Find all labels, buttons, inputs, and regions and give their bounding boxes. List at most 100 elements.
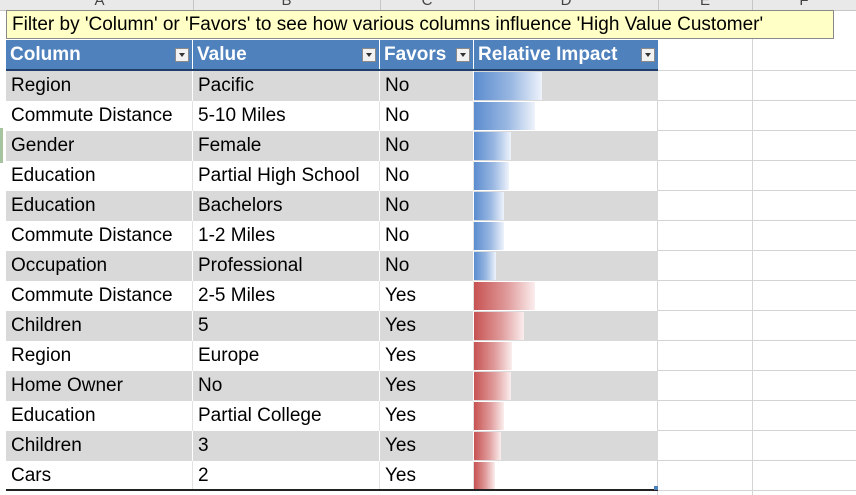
cell-column[interactable]: Gender [6,131,193,161]
gridline [657,460,856,461]
cell-value[interactable]: Female [193,131,380,161]
cell-favors[interactable]: Yes [380,461,474,491]
cell-impact[interactable] [474,431,658,461]
cell-value[interactable]: 5 [193,311,380,341]
cell-column[interactable]: Cars [6,461,193,491]
table-row[interactable]: Education Bachelors No [6,191,658,221]
cell-column[interactable]: Children [6,311,193,341]
impact-bar [474,282,535,310]
cell-value[interactable]: Professional [193,251,380,281]
cell-value[interactable]: No [193,371,380,401]
gridline [657,490,856,491]
cell-value[interactable]: 5-10 Miles [193,101,380,131]
impact-bar [474,252,496,280]
cell-column[interactable]: Home Owner [6,371,193,401]
cell-value[interactable]: 3 [193,431,380,461]
column-header-a[interactable]: A [6,0,194,10]
cell-favors[interactable]: No [380,221,474,251]
column-header-d[interactable]: D [474,0,659,10]
impact-bar [474,372,511,400]
table-row[interactable]: Home Owner No Yes [6,371,658,401]
cell-column[interactable]: Region [6,341,193,371]
cell-favors[interactable]: Yes [380,341,474,371]
cell-value[interactable]: 1-2 Miles [193,221,380,251]
cell-favors[interactable]: No [380,71,474,101]
table-row[interactable]: Children 5 Yes [6,311,658,341]
table-body: Region Pacific No Commute Distance 5-10 Mile… [6,71,658,491]
cell-favors[interactable]: No [380,191,474,221]
gridline [657,370,856,371]
column-header-c[interactable]: C [380,0,475,10]
column-header-b[interactable]: B [193,0,381,10]
table-row[interactable]: Occupation Professional No [6,251,658,281]
cell-favors[interactable]: Yes [380,401,474,431]
cell-value[interactable]: Europe [193,341,380,371]
cell-column[interactable]: Commute Distance [6,101,193,131]
table-bottom-border [6,489,658,491]
cell-favors[interactable]: No [380,161,474,191]
cell-favors[interactable]: No [380,101,474,131]
cell-impact[interactable] [474,251,658,281]
table-row[interactable]: Education Partial High School No [6,161,658,191]
impact-bar [474,342,512,370]
column-header-e[interactable]: E [658,0,753,10]
cell-value[interactable]: Partial High School [193,161,380,191]
dropdown-arrow-icon[interactable] [362,48,376,62]
table-row[interactable]: Commute Distance 1-2 Miles No [6,221,658,251]
cell-value[interactable]: 2 [193,461,380,491]
header-column: Column [6,40,193,69]
influence-table: Column Value Favors Relative Impact Regi… [6,40,658,491]
cell-favors[interactable]: Yes [380,281,474,311]
dropdown-arrow-icon[interactable] [641,48,655,62]
row-marker [0,128,3,163]
gridline [657,70,856,71]
table-row[interactable]: Education Partial College Yes [6,401,658,431]
cell-favors[interactable]: Yes [380,431,474,461]
cell-favors[interactable]: Yes [380,311,474,341]
impact-bar [474,102,535,130]
header-value: Value [193,40,380,69]
cell-impact[interactable] [474,461,658,491]
cell-value[interactable]: Bachelors [193,191,380,221]
dropdown-arrow-icon[interactable] [175,48,189,62]
cell-column[interactable]: Commute Distance [6,281,193,311]
cell-value[interactable]: Pacific [193,71,380,101]
gridline [657,430,856,431]
table-row[interactable]: Region Europe Yes [6,341,658,371]
table-row[interactable]: Commute Distance 5-10 Miles No [6,101,658,131]
impact-bar [474,162,509,190]
cell-column[interactable]: Education [6,401,193,431]
header-value-label: Value [197,44,247,65]
impact-bar [474,402,504,430]
cell-value[interactable]: Partial College [193,401,380,431]
instruction-text: Filter by 'Column' or 'Favors' to see ho… [12,14,764,35]
cell-column[interactable]: Commute Distance [6,221,193,251]
cell-column[interactable]: Education [6,191,193,221]
instruction-banner: Filter by 'Column' or 'Favors' to see ho… [6,10,834,39]
gridline [657,70,658,495]
header-column-label: Column [10,44,81,65]
header-impact-label: Relative Impact [478,44,618,65]
cell-column[interactable]: Region [6,71,193,101]
gridline [657,100,856,101]
cell-column[interactable]: Occupation [6,251,193,281]
cell-favors[interactable]: No [380,251,474,281]
cell-favors[interactable]: No [380,131,474,161]
table-row[interactable]: Cars 2 Yes [6,461,658,491]
cell-value[interactable]: 2-5 Miles [193,281,380,311]
gridline [657,190,856,191]
table-row[interactable]: Gender Female No [6,131,658,161]
dropdown-arrow-icon[interactable] [456,48,470,62]
table-row[interactable]: Commute Distance 2-5 Miles Yes [6,281,658,311]
gridline [657,280,856,281]
gridline [657,340,856,341]
table-resize-handle[interactable] [654,486,658,490]
cell-favors[interactable]: Yes [380,371,474,401]
cell-column[interactable]: Children [6,431,193,461]
table-row[interactable]: Children 3 Yes [6,431,658,461]
column-header-f[interactable]: F [752,0,856,10]
table-row[interactable]: Region Pacific No [6,71,658,101]
cell-column[interactable]: Education [6,161,193,191]
impact-bar [474,132,511,160]
gridline [657,220,856,221]
